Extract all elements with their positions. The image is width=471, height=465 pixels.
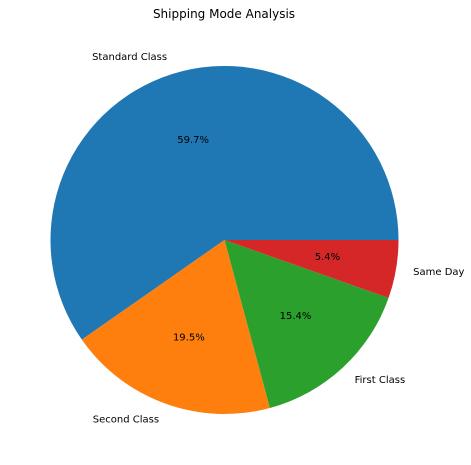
pie-category-label-first-class: First Class [355, 375, 406, 386]
pie-slice-standard-class [50, 65, 399, 340]
pie-percent-label-standard-class: 59.7% [177, 135, 209, 146]
pie-category-label-second-class: Second Class [93, 414, 159, 425]
chart-title: Shipping Mode Analysis [153, 7, 295, 21]
pie-percent-label-second-class: 19.5% [173, 333, 205, 344]
pie-category-label-standard-class: Standard Class [92, 52, 167, 63]
pie-percent-label-first-class: 15.4% [280, 311, 312, 322]
pie-slices [50, 65, 399, 415]
pie-slice-second-class [81, 240, 270, 415]
pie-category-label-same-day: Same Day [413, 267, 464, 278]
pie-labels: 59.7% Standard Class 19.5% Second Class 15.4… [92, 52, 464, 425]
pie-slice-first-class [224, 240, 389, 408]
pie-slice-same-day [224, 240, 399, 298]
pie-percent-label-same-day: 5.4% [315, 252, 340, 263]
